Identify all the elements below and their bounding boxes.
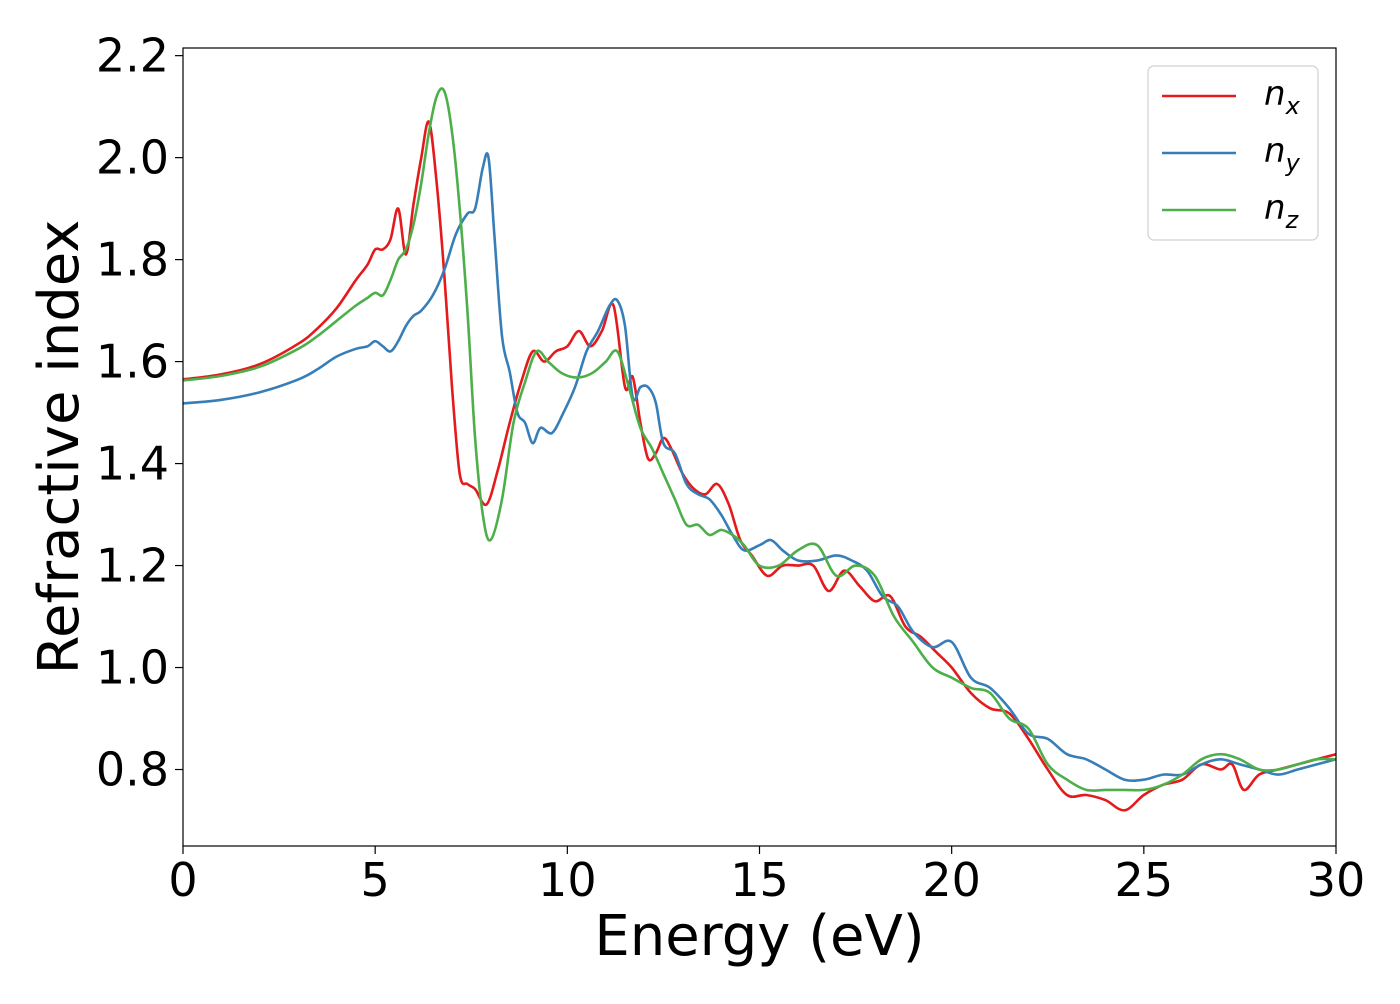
series-line-n-z bbox=[182, 87, 1337, 792]
y-axis-label: Refractive index bbox=[27, 220, 92, 675]
x-tick-label: 0 bbox=[168, 853, 197, 907]
y-tick-label: 0.8 bbox=[96, 743, 169, 797]
plot-lines bbox=[182, 87, 1337, 812]
x-tick-label: 10 bbox=[538, 853, 597, 907]
y-tick-label: 1.2 bbox=[96, 539, 169, 593]
y-tick-label: 1.8 bbox=[96, 233, 169, 287]
y-tick-label: 1.4 bbox=[96, 437, 169, 491]
series-line-n-x bbox=[182, 120, 1337, 812]
y-tick-label: 2.0 bbox=[96, 131, 169, 185]
y-tick-label: 1.0 bbox=[96, 641, 169, 695]
series-line-n-y bbox=[182, 152, 1337, 782]
y-tick-label: 2.2 bbox=[96, 29, 169, 83]
y-axis-ticks: 0.8 1.0 1.2 1.4 1.6 1.8 2.0 2.2 bbox=[96, 29, 183, 797]
x-tick-label: 5 bbox=[361, 853, 390, 907]
x-tick-label: 25 bbox=[1115, 853, 1174, 907]
x-tick-label: 15 bbox=[730, 853, 789, 907]
x-tick-label: 30 bbox=[1307, 853, 1366, 907]
x-axis-ticks: 0 5 10 15 20 25 30 bbox=[168, 846, 1365, 907]
x-tick-label: 20 bbox=[922, 853, 981, 907]
y-tick-label: 1.6 bbox=[96, 335, 169, 389]
x-axis-label: Energy (eV) bbox=[594, 904, 924, 969]
